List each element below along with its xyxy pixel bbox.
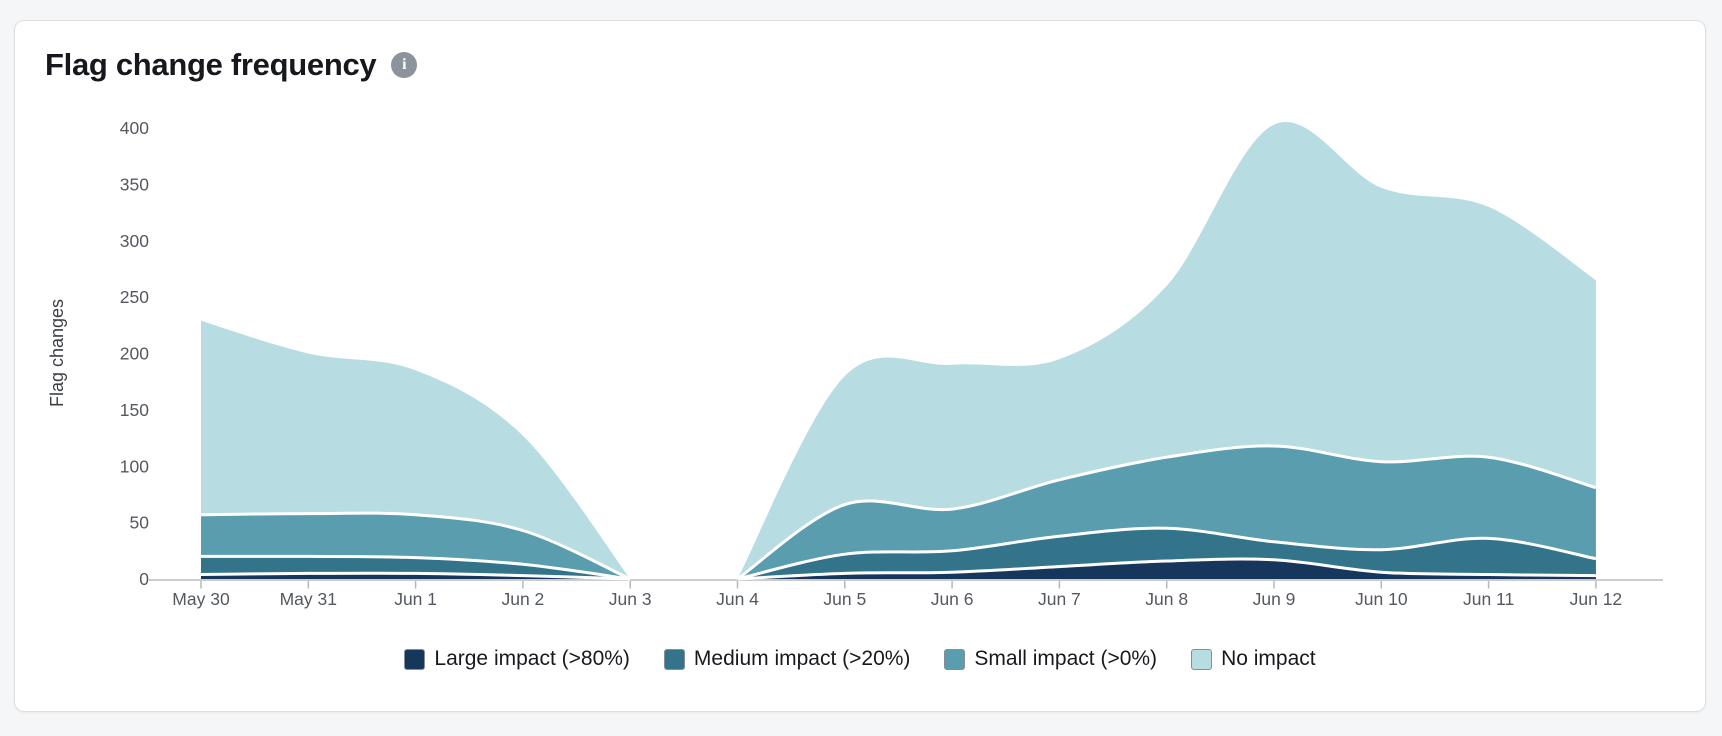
chart-legend: Large impact (>80%) Medium impact (>20%) S… <box>15 647 1705 671</box>
legend-swatch <box>404 648 426 670</box>
y-axis-title: Flag changes <box>47 299 67 407</box>
band-separator-line <box>200 571 631 581</box>
area-small-impact-0 <box>737 445 1596 579</box>
y-tick-label: 400 <box>120 118 149 138</box>
legend-swatch <box>1191 648 1213 670</box>
info-icon[interactable]: i <box>391 52 418 78</box>
legend-item-small-impact-0[interactable]: Small impact (>0%) <box>944 647 1157 671</box>
x-tick-label: Jun 10 <box>1355 589 1408 609</box>
page-title: Flag change frequency <box>45 47 377 82</box>
x-tick-label: Jun 1 <box>394 589 437 609</box>
x-tick-label: Jun 9 <box>1253 589 1296 609</box>
y-tick-label: 250 <box>120 287 149 307</box>
y-tick-label: 200 <box>120 344 149 364</box>
x-tick-label: Jun 7 <box>1038 589 1081 609</box>
band-separator-line <box>200 554 631 581</box>
legend-label: Small impact (>0%) <box>974 647 1158 670</box>
legend-swatch <box>944 648 966 670</box>
x-tick-label: Jun 2 <box>501 589 544 609</box>
x-tick-label: Jun 4 <box>716 589 759 609</box>
legend-item-no-impact[interactable]: No impact <box>1191 647 1316 671</box>
legend-label: Medium impact (>20%) <box>693 647 911 670</box>
band-separator-line <box>737 526 1597 581</box>
legend-label: Large impact (>80%) <box>434 647 630 670</box>
x-tick-label: Jun 3 <box>609 589 652 609</box>
band-separator-line <box>737 557 1596 581</box>
x-tick-label: Jun 6 <box>931 589 974 609</box>
x-tick-label: May 30 <box>172 589 230 609</box>
x-tick-label: Jun 11 <box>1463 589 1514 609</box>
x-tick-label: Jun 8 <box>1145 589 1188 609</box>
y-tick-label: 300 <box>120 231 149 251</box>
x-tick-label: Jun 5 <box>823 589 866 609</box>
x-tick-label: Jun 12 <box>1570 589 1623 609</box>
legend-label: No impact <box>1221 647 1316 670</box>
x-tick-label: May 31 <box>280 589 337 609</box>
flag-change-frequency-panel: Flag change frequency i May 30 May 31 Jun … <box>14 20 1706 712</box>
legend-item-large-impact-80[interactable]: Large impact (>80%) <box>404 647 630 671</box>
area-large-impact-80 <box>737 559 1596 579</box>
area-medium-impact-20 <box>737 528 1596 579</box>
y-tick-label: 350 <box>120 174 149 194</box>
y-tick-label: 0 <box>139 569 149 589</box>
band-separator-line <box>736 444 1597 581</box>
chart-canvas: May 30 May 31 Jun 1 Jun 2 Jun 3 Jun 4 Jun 5 Jun… <box>31 91 1691 621</box>
y-tick-label: 50 <box>130 513 150 533</box>
y-tick-label: 150 <box>120 400 149 420</box>
legend-item-medium-impact-20[interactable]: Medium impact (>20%) <box>663 647 911 671</box>
panel-header: Flag change frequency i <box>45 47 418 83</box>
band-separator-line <box>200 511 631 581</box>
stacked-area-chart: May 30 May 31 Jun 1 Jun 2 Jun 3 Jun 4 Jun 5 Jun… <box>47 118 1663 609</box>
legend-swatch <box>663 648 685 670</box>
y-tick-label: 100 <box>120 456 149 476</box>
